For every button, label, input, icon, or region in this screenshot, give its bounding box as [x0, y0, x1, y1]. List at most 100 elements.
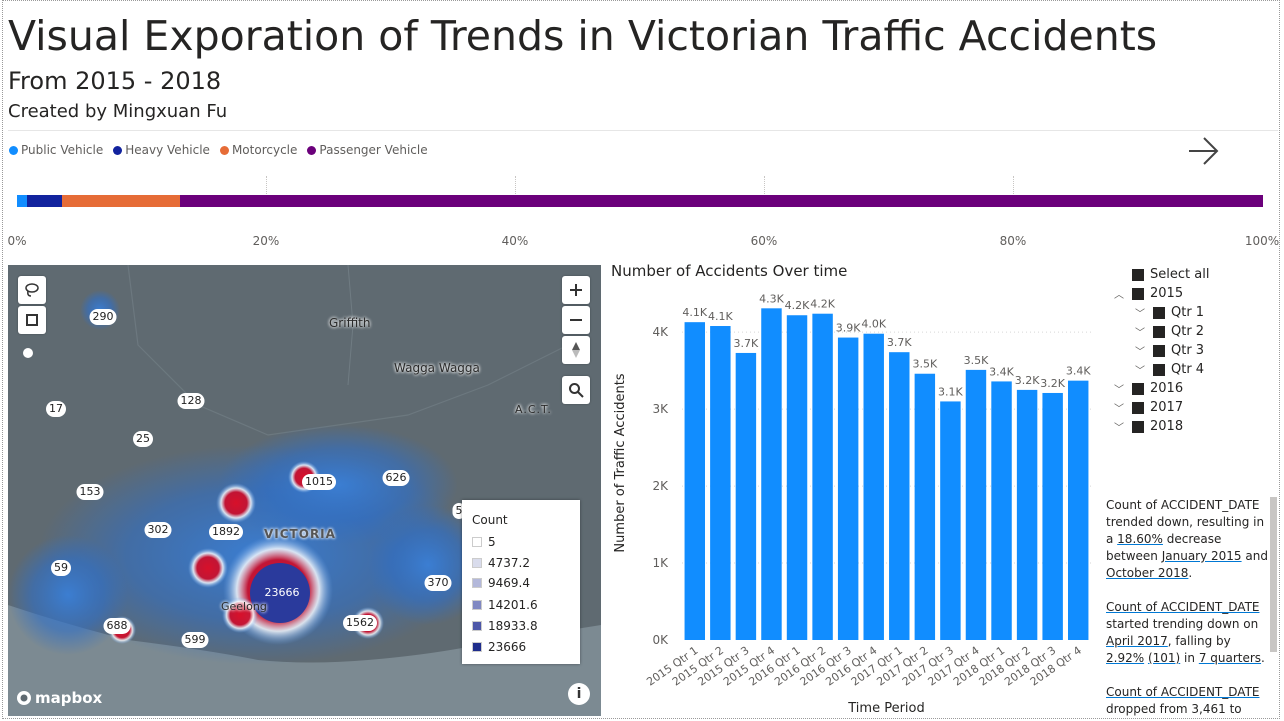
slicer-item-qtr3[interactable]: ﹀ Qtr 3: [1133, 343, 1204, 358]
count-legend-item: 4737.2: [472, 556, 530, 570]
map-place-label: VICTORIA: [264, 527, 336, 541]
cluster-label[interactable]: 370: [424, 575, 452, 591]
slicer-item-2018[interactable]: ﹀ 2018: [1112, 419, 1183, 434]
slicer-checkbox[interactable]: [1132, 420, 1144, 433]
chart-bar[interactable]: [735, 352, 757, 640]
narrative-text: .: [1188, 566, 1193, 580]
chevron-down-icon[interactable]: ﹀: [1135, 347, 1145, 358]
mapbox-logo[interactable]: mapbox: [16, 689, 102, 707]
zoom-out-icon[interactable]: [562, 306, 590, 334]
cluster-label[interactable]: 1015: [302, 474, 336, 490]
chart-bar[interactable]: [812, 313, 833, 640]
legend-item-heavy-vehicle[interactable]: Heavy Vehicle: [113, 143, 210, 157]
chevron-up-icon[interactable]: ︿: [1114, 290, 1124, 301]
cluster-label[interactable]: 23666: [264, 586, 300, 599]
cluster-label[interactable]: 128: [177, 393, 205, 409]
cluster-label[interactable]: 59: [51, 560, 71, 576]
chevron-down-icon[interactable]: ﹀: [1135, 309, 1145, 320]
bar-tick-label: 40%: [501, 234, 529, 248]
bar-segment-passenger-vehicle[interactable]: [180, 195, 1263, 207]
bar-data-label: 4.1K: [708, 310, 733, 323]
chart-bar[interactable]: [710, 326, 731, 640]
narrative-text: decrease between: [1106, 532, 1222, 563]
bar-data-label: 3.1K: [938, 385, 963, 398]
slicer-checkbox[interactable]: [1132, 268, 1144, 281]
map-slider-knob[interactable]: [23, 348, 33, 358]
rect-select-icon[interactable]: [18, 306, 46, 334]
search-icon[interactable]: [562, 376, 590, 404]
chart-bar[interactable]: [1067, 380, 1089, 640]
page-title: Visual Exporation of Trends in Victorian…: [8, 12, 1158, 60]
cluster-label[interactable]: 1562: [343, 615, 377, 631]
chart-bar[interactable]: [914, 373, 936, 640]
slicer-item-select-all[interactable]: Select all: [1112, 267, 1209, 282]
vehicle-share-bar: [17, 195, 1263, 207]
narrative-value: 7 quarters: [1198, 651, 1262, 665]
narrative-scrollbar[interactable]: [1270, 497, 1277, 652]
legend-dot-public-vehicle: [9, 145, 18, 155]
bar-gridline: [764, 176, 766, 202]
narrative-text: Count of ACCIDENT_DATE trended down, res…: [1106, 498, 1265, 546]
cluster-label[interactable]: 626: [382, 470, 410, 486]
cluster-label[interactable]: 25: [133, 431, 153, 447]
chevron-down-icon[interactable]: ﹀: [1114, 404, 1124, 415]
compass-icon[interactable]: [562, 336, 590, 364]
chart-bar[interactable]: [991, 381, 1012, 640]
legend-dot-motorcycle: [219, 145, 229, 155]
slicer-item-qtr1[interactable]: ﹀ Qtr 1: [1133, 305, 1204, 320]
slicer-item-2016[interactable]: ﹀ 2016: [1112, 381, 1183, 396]
legend-item-passenger-vehicle[interactable]: Passenger Vehicle: [307, 143, 428, 157]
bar-segment-public-vehicle[interactable]: [17, 195, 27, 207]
narrative-text: started trending down on: [1106, 617, 1259, 631]
chart-bar[interactable]: [940, 401, 961, 640]
slicer-checkbox[interactable]: [1132, 287, 1144, 300]
cluster-label[interactable]: 290: [89, 309, 117, 325]
slicer-checkbox[interactable]: [1153, 363, 1165, 376]
cluster-label[interactable]: 302: [144, 522, 172, 538]
chart-bar[interactable]: [684, 322, 706, 640]
slicer-label: 2018: [1150, 419, 1184, 434]
arrow-right-icon[interactable]: [1186, 134, 1220, 168]
cluster-label[interactable]: 688: [103, 618, 131, 634]
legend-item-public-vehicle[interactable]: Public Vehicle: [9, 143, 103, 157]
chart-bar[interactable]: [1016, 389, 1038, 640]
slicer-item-2017[interactable]: ﹀ 2017: [1112, 400, 1183, 415]
chart-bar[interactable]: [863, 333, 884, 640]
cluster-label[interactable]: 17: [46, 401, 66, 417]
accident-heatmap[interactable]: Griffith Wagga Wagga A.C.T. VICTORIA Gee…: [8, 265, 601, 716]
chart-bar[interactable]: [761, 308, 782, 640]
chevron-down-icon[interactable]: ﹀: [1114, 385, 1124, 396]
bar-segment-motorcycle[interactable]: [61, 195, 181, 207]
chevron-down-icon[interactable]: ﹀: [1135, 328, 1145, 339]
chart-bar[interactable]: [1042, 392, 1063, 640]
cluster-marker-large[interactable]: [250, 563, 310, 623]
slicer-checkbox[interactable]: [1153, 325, 1165, 338]
slicer-item-qtr4[interactable]: ﹀ Qtr 4: [1133, 362, 1204, 377]
info-icon[interactable]: i: [568, 683, 590, 705]
chevron-down-icon[interactable]: ﹀: [1135, 366, 1145, 377]
slicer-checkbox[interactable]: [1132, 382, 1144, 395]
y-axis-title: Number of Traffic Accidents: [613, 373, 628, 552]
bar-data-label: 4.2K: [785, 299, 810, 312]
legend-item-motorcycle[interactable]: Motorcycle: [219, 143, 297, 157]
lasso-icon[interactable]: [18, 276, 46, 304]
slicer-checkbox[interactable]: [1132, 401, 1144, 414]
bar-segment-heavy-vehicle[interactable]: [26, 195, 62, 207]
heat-hotspot: [216, 483, 256, 523]
slicer-item-2015[interactable]: ︿ 2015: [1112, 286, 1183, 301]
bar-tick-label: 60%: [750, 234, 778, 248]
slicer-checkbox[interactable]: [1153, 306, 1165, 319]
bar-data-label: 3.5K: [964, 354, 989, 367]
chart-bar[interactable]: [965, 369, 987, 640]
chart-bar[interactable]: [786, 315, 808, 640]
slicer-checkbox[interactable]: [1153, 344, 1165, 357]
narrative-text: dropped from 3,461 to: [1106, 702, 1242, 716]
chart-bar[interactable]: [837, 337, 859, 640]
cluster-label[interactable]: 153: [76, 484, 104, 500]
cluster-label[interactable]: 1892: [209, 524, 243, 540]
zoom-in-icon[interactable]: [562, 276, 590, 304]
chevron-down-icon[interactable]: ﹀: [1114, 423, 1124, 434]
cluster-label[interactable]: 599: [181, 632, 209, 648]
chart-bar[interactable]: [889, 352, 910, 640]
slicer-item-qtr2[interactable]: ﹀ Qtr 2: [1133, 324, 1204, 339]
